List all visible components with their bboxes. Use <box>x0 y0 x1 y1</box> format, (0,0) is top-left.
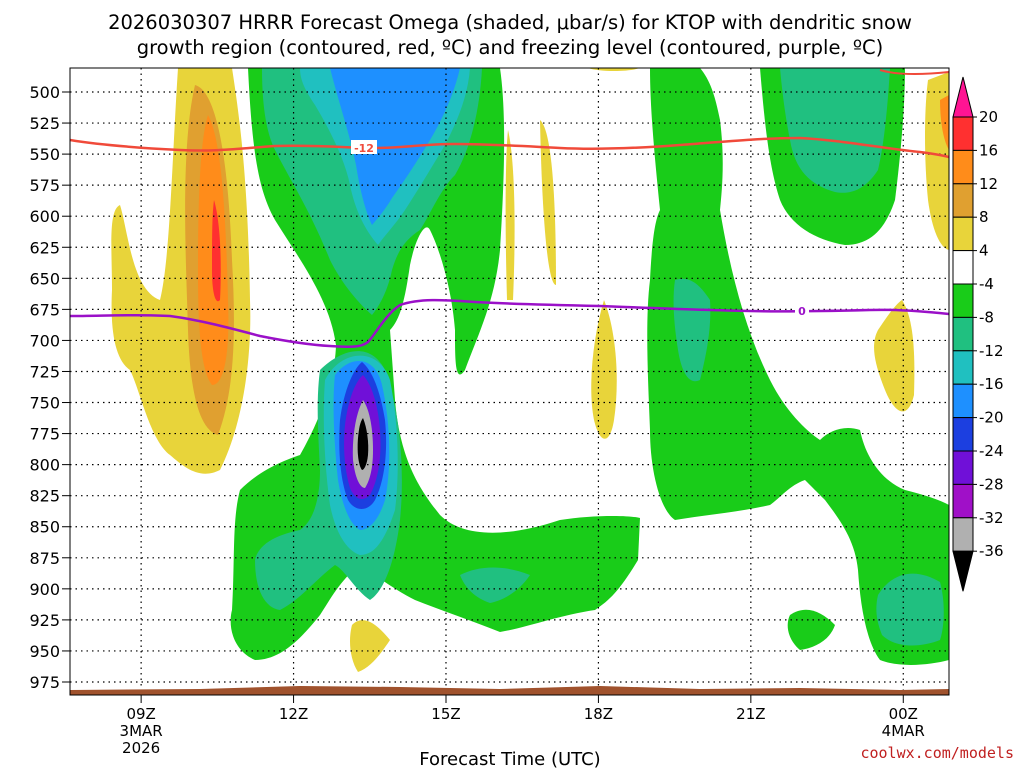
colorbar-label: -32 <box>979 509 1004 527</box>
colorbar-swatch <box>952 76 974 118</box>
dendritic-growth-contour <box>70 136 949 159</box>
pressure-tick-label: 850 <box>29 518 60 537</box>
time-tick-date: 3MAR <box>120 722 163 740</box>
colorbar-label: -16 <box>979 375 1004 393</box>
colorbar-swatch <box>952 450 974 485</box>
omega-negative-region <box>460 567 530 603</box>
omega-positive-region <box>874 300 915 412</box>
pressure-tick-label: 500 <box>29 83 60 102</box>
colorbar-swatch <box>952 183 974 218</box>
colorbar-label: -4 <box>979 275 994 293</box>
chart-title-line2: growth region (contoured, red, ºC) and f… <box>137 36 884 59</box>
omega-positive-region <box>350 620 390 672</box>
pressure-tick-label: 975 <box>29 673 60 692</box>
freezing-level-contour <box>70 298 949 349</box>
colorbar-swatch <box>952 383 974 419</box>
colorbar-swatch <box>952 149 974 185</box>
credit-text: coolwx.com/models <box>860 744 1014 762</box>
pressure-tick-label: 825 <box>29 487 60 506</box>
omega-negative-region <box>673 278 711 382</box>
time-tick-label: 15Z <box>431 705 460 723</box>
plot-area: -12 0 <box>70 68 949 695</box>
colorbar-label: 12 <box>979 175 998 193</box>
dendritic-contour-label: -12 <box>354 142 374 155</box>
time-tick-label: 00Z <box>889 705 918 723</box>
pressure-tick-label: 575 <box>29 176 60 195</box>
omega-negative-region <box>647 68 949 665</box>
colorbar-swatch <box>952 483 974 519</box>
time-tick-date: 4MAR <box>882 722 925 740</box>
pressure-axis: 500 525 550 575 600 625 650 675 700 725 750 775 800 8… <box>29 83 70 692</box>
time-gridlines <box>140 68 904 695</box>
colorbar-swatch <box>952 417 974 452</box>
colorbar-swatch <box>952 316 974 352</box>
pressure-tick-label: 750 <box>29 394 60 413</box>
colorbar-label: -36 <box>979 542 1004 560</box>
pressure-tick-label: 925 <box>29 611 60 630</box>
pressure-tick-label: 950 <box>29 642 60 661</box>
x-axis-title: Forecast Time (UTC) <box>419 749 600 768</box>
colorbar-label: 16 <box>979 141 998 159</box>
colorbar-swatch <box>952 550 974 592</box>
pressure-tick-label: 800 <box>29 456 60 475</box>
pressure-tick-label: 625 <box>29 238 60 257</box>
omega-negative-region <box>876 573 944 646</box>
pressure-tick-label: 525 <box>29 114 60 133</box>
chart-title-line1: 2026030307 HRRR Forecast Omega (shaded, … <box>108 11 912 34</box>
omega-positive-region <box>540 120 556 285</box>
freezing-level-contour-label: 0 <box>798 305 806 318</box>
colorbar-swatch <box>952 250 974 285</box>
pressure-tick-label: 900 <box>29 580 60 599</box>
pressure-tick-label: 875 <box>29 549 60 568</box>
time-tick-year: 2026 <box>122 739 160 757</box>
pressure-tick-label: 600 <box>29 207 60 226</box>
time-tick-label: 18Z <box>584 705 613 723</box>
pressure-tick-label: 725 <box>29 362 60 381</box>
pressure-tick-label: 650 <box>29 269 60 288</box>
omega-negative-region <box>787 609 835 650</box>
plot-frame <box>69 67 950 696</box>
colorbar-label: -12 <box>979 342 1004 360</box>
pressure-tick-label: 550 <box>29 145 60 164</box>
omega-positive-region <box>505 130 515 300</box>
pressure-tick-label: 775 <box>29 425 60 444</box>
pressure-tick-label: 675 <box>29 300 60 319</box>
colorbar-swatch <box>952 283 974 318</box>
colorbar-label: 4 <box>979 242 989 260</box>
omega-positive-region <box>588 68 640 71</box>
ground-surface <box>70 686 949 695</box>
time-tick-label: 12Z <box>279 705 308 723</box>
colorbar-swatch <box>952 116 974 151</box>
time-tick-label: 21Z <box>736 705 765 723</box>
colorbar-label: -8 <box>979 308 994 326</box>
colorbar: 20 16 12 8 4 -4 -8 -12 -16 -20 -24 -28 -32 -36 <box>952 76 1004 592</box>
omega-negative-region <box>357 418 369 470</box>
colorbar-swatch <box>952 517 974 552</box>
colorbar-label: -28 <box>979 475 1004 493</box>
omega-positive-region <box>212 200 221 302</box>
time-tick-label: 09Z <box>126 705 155 723</box>
pressure-tick-label: 700 <box>29 331 60 350</box>
dendritic-growth-contour <box>879 69 949 75</box>
colorbar-label: -20 <box>979 409 1004 427</box>
colorbar-label: 20 <box>979 108 998 126</box>
colorbar-label: -24 <box>979 442 1004 460</box>
omega-negative-region <box>780 68 890 193</box>
omega-positive-region <box>591 300 617 439</box>
colorbar-swatch <box>952 216 974 252</box>
colorbar-label: 8 <box>979 208 989 226</box>
colorbar-swatch <box>952 350 974 385</box>
